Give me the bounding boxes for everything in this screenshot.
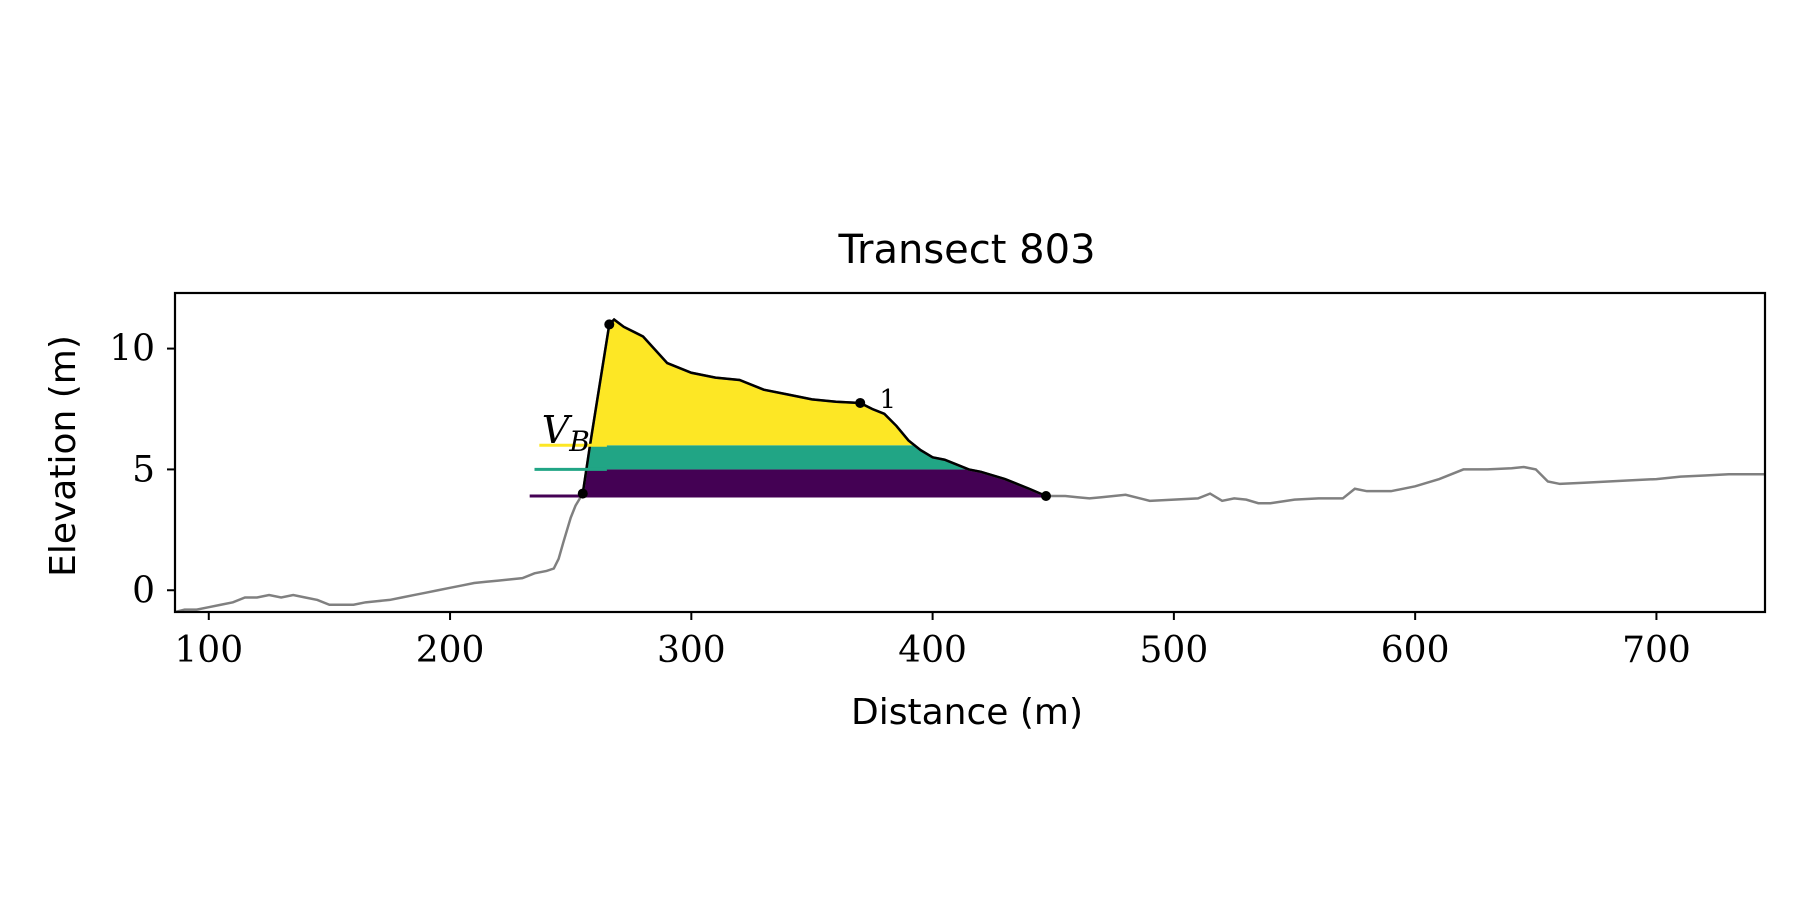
- x-axis-label: Distance (m): [851, 692, 1083, 733]
- profile-line-group: [175, 317, 1765, 612]
- marker-point-3: [1041, 491, 1052, 501]
- x-tick-label-2: 300: [657, 630, 726, 671]
- elevation-profile-line: [175, 317, 1765, 612]
- plot-frame: [173, 291, 1767, 614]
- marker-point-2: [855, 397, 866, 408]
- band-1: [582, 445, 1047, 470]
- chart-title: Transect 803: [837, 227, 1095, 273]
- x-tick-label-3: 400: [898, 630, 967, 671]
- dune-profile-line: [581, 317, 1047, 498]
- y-tick-label-0: 0: [132, 570, 155, 611]
- axes: 100 200 300 400 500 600 700 0 5 10: [109, 291, 1767, 671]
- x-tick-label-0: 100: [174, 630, 243, 671]
- level-ticks: [529, 443, 1047, 498]
- marker-points: [577, 319, 1052, 501]
- annotation-1: 1: [880, 385, 897, 415]
- marker-point-1: [604, 319, 615, 330]
- x-tick-label-6: 700: [1622, 630, 1691, 671]
- x-tick-label-4: 500: [1140, 630, 1209, 671]
- y-tick-label-2: 10: [109, 329, 155, 370]
- annotation-0: VB: [542, 408, 590, 458]
- x-tick-label-5: 600: [1381, 630, 1450, 671]
- band-0: [582, 469, 1047, 496]
- y-tick-label-1: 5: [132, 449, 155, 490]
- band-2: [582, 319, 1047, 446]
- volume-bands: [582, 319, 1047, 496]
- x-tick-label-1: 200: [416, 630, 485, 671]
- marker-point-0: [577, 488, 588, 499]
- y-axis-label: Elevation (m): [43, 335, 84, 577]
